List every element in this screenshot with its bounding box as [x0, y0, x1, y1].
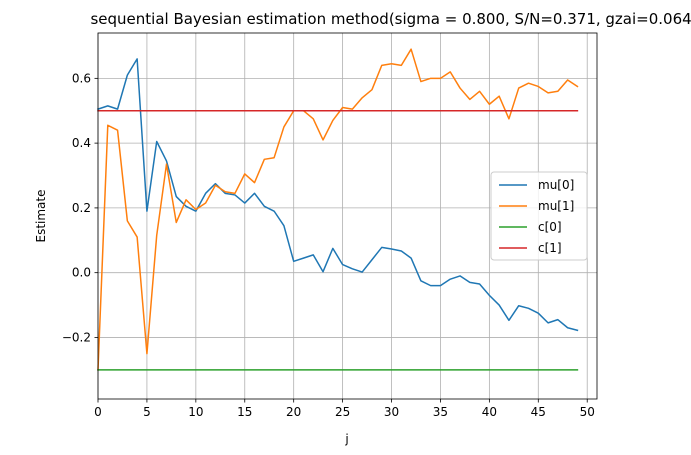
x-axis-label: j — [344, 432, 348, 446]
y-tick-label: −0.2 — [62, 330, 91, 344]
series-group — [97, 48, 579, 371]
x-tick-label: 40 — [482, 405, 497, 419]
x-tick-label: 45 — [531, 405, 546, 419]
x-tick-label: 25 — [335, 405, 350, 419]
y-tick-label: 0.6 — [72, 71, 91, 85]
series-line-mu1 — [97, 48, 579, 371]
legend-label-mu1: mu[1] — [538, 199, 574, 213]
x-tick-label: 35 — [433, 405, 448, 419]
y-axis-ticks: −0.2 0.0 0.2 0.4 0.6 — [62, 71, 98, 344]
legend-label-c0: c[0] — [538, 220, 562, 234]
series-line-mu0 — [97, 58, 579, 332]
x-axis-ticks: 0 5 10 15 20 25 30 35 40 45 50 — [94, 399, 595, 419]
y-tick-label: 0.0 — [72, 266, 91, 280]
legend-label-mu0: mu[0] — [538, 178, 574, 192]
legend-box — [490, 171, 588, 261]
x-tick-label: 5 — [143, 405, 151, 419]
legend: mu[0] mu[1] c[0] c[1] — [490, 171, 588, 261]
x-tick-label: 10 — [188, 405, 203, 419]
chart-title: sequential Bayesian estimation method(si… — [90, 10, 691, 28]
x-tick-label: 20 — [286, 405, 301, 419]
plot-frame — [97, 32, 598, 400]
y-tick-label: 0.4 — [72, 136, 91, 150]
y-axis-label: Estimate — [34, 189, 48, 242]
y-tick-label: 0.2 — [72, 201, 91, 215]
legend-label-c1: c[1] — [538, 241, 562, 255]
x-tick-label: 50 — [580, 405, 595, 419]
x-tick-label: 15 — [237, 405, 252, 419]
x-tick-label: 0 — [94, 405, 102, 419]
x-tick-label: 30 — [384, 405, 399, 419]
